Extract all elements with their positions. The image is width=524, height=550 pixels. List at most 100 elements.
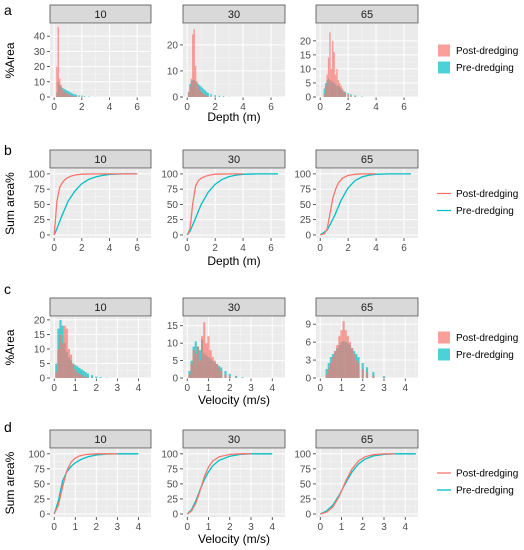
x-axis-title: Depth (m): [207, 110, 260, 124]
x-tick-label: 3: [248, 522, 254, 533]
facet-strip-label: 10: [94, 434, 106, 446]
plot-panel: [316, 169, 418, 238]
x-tick-label: 2: [79, 102, 85, 113]
plot-panel: [183, 24, 285, 97]
bar-post-dredging: [74, 96, 76, 97]
x-tick-label: 2: [79, 243, 85, 254]
bar-pre-dredging: [78, 367, 81, 378]
y-tick-label: 30: [34, 47, 46, 58]
bar-post-dredging: [196, 81, 198, 97]
x-tick-label: 3: [115, 522, 121, 533]
x-tick-label: 4: [107, 243, 113, 254]
bar-post-dredging: [344, 330, 347, 378]
x-tick-label: 2: [227, 383, 233, 394]
facet-panel-30: 30 0 2 4 6 0 10 20: [167, 4, 286, 113]
legend-label-post-dredging: Post-dredging: [456, 46, 518, 57]
legend-key-pre-dredging: [438, 61, 450, 74]
bar-post-dredging: [68, 94, 71, 97]
plot-panel: [183, 169, 285, 238]
facet-strip: [49, 149, 152, 169]
bar-pre-dredging: [91, 375, 94, 378]
bar-pre-dredging: [71, 93, 73, 97]
line-pre-dredging: [186, 173, 278, 236]
bar-pre-dredging: [78, 95, 80, 97]
bar-post-dredging: [193, 29, 195, 97]
bar-pre-dredging: [201, 87, 204, 97]
legend-label-pre-dredging: Pre-dredging: [456, 63, 514, 74]
bar-pre-dredging: [74, 94, 76, 97]
bar-post-dredging: [213, 360, 216, 378]
facet-strip-label: 10: [94, 9, 106, 21]
x-tick-label: 1: [72, 522, 78, 533]
x-tick-label: 6: [268, 243, 274, 254]
x-tick-label: 4: [240, 243, 246, 254]
x-tick-label: 0: [317, 243, 323, 254]
bar-post-dredging: [194, 353, 197, 378]
bar-post-dredging: [70, 95, 72, 97]
bar-post-dredging: [192, 350, 195, 378]
facet-strip-label: 65: [361, 9, 373, 21]
bar-pre-dredging: [72, 93, 75, 97]
y-tick-label: 25: [34, 494, 46, 505]
bar-post-dredging: [203, 94, 205, 97]
y-tick-label: 20: [34, 315, 46, 326]
bar-post-dredging: [57, 348, 60, 378]
bar-pre-dredging: [83, 96, 86, 97]
legend-label-post-dredging: Post-dredging: [456, 469, 518, 480]
y-tick-label: 0: [305, 509, 311, 520]
panel-letter: a: [4, 2, 12, 18]
bar-post-dredging: [201, 93, 204, 97]
bar-post-dredging: [64, 92, 66, 97]
x-tick-label: 4: [107, 102, 113, 113]
x-tick-label: 6: [268, 102, 274, 113]
bar-post-dredging: [67, 93, 69, 97]
bar-post-dredging: [199, 89, 201, 97]
bar-post-dredging: [59, 334, 62, 378]
bar-pre-dredging: [218, 95, 221, 97]
y-tick-label: 0: [39, 509, 45, 520]
y-tick-label: 25: [300, 494, 312, 505]
x-tick-label: 4: [402, 383, 408, 394]
bar-post-dredging: [355, 360, 358, 378]
bar-post-dredging: [340, 85, 342, 97]
x-tick-label: 4: [240, 102, 246, 113]
facet-strip: [315, 429, 419, 449]
y-tick-label: 50: [300, 479, 312, 490]
bar-post-dredging: [228, 376, 231, 378]
panel-letter: b: [4, 142, 12, 158]
bar-post-dredging: [331, 357, 335, 378]
bar-post-dredging: [340, 330, 343, 378]
x-tick-label: 0: [184, 522, 190, 533]
bar-post-dredging: [365, 372, 369, 378]
bar-post-dredging: [211, 357, 214, 378]
x-tick-label: 0: [184, 243, 190, 254]
y-axis-title: Sum area%: [3, 172, 17, 235]
bar-post-dredging: [344, 92, 347, 97]
bar-post-dredging: [329, 32, 331, 97]
x-tick-label: 6: [134, 102, 140, 113]
y-axis-title: %Area: [3, 329, 17, 365]
line-post-dredging: [186, 173, 244, 236]
x-tick-label: 6: [401, 243, 407, 254]
bar-post-dredging: [209, 350, 212, 378]
bar-post-dredging: [325, 85, 327, 97]
bar-post-dredging: [325, 375, 328, 378]
y-tick-label: 10: [34, 77, 46, 88]
bar-pre-dredging: [222, 96, 225, 97]
bar-post-dredging: [55, 372, 58, 378]
y-tick-label: 0: [172, 374, 178, 385]
x-tick-label: 0: [317, 102, 323, 113]
bar-pre-dredging: [82, 370, 85, 378]
x-tick-label: 1: [339, 522, 345, 533]
bar-post-dredging: [190, 364, 193, 378]
facet-strip-label: 10: [94, 302, 106, 314]
bar-post-dredging: [351, 348, 354, 378]
bar-post-dredging: [353, 354, 356, 378]
y-tick-label: 75: [167, 464, 179, 475]
x-tick-label: 2: [212, 243, 218, 254]
bar-post-dredging: [203, 322, 206, 378]
